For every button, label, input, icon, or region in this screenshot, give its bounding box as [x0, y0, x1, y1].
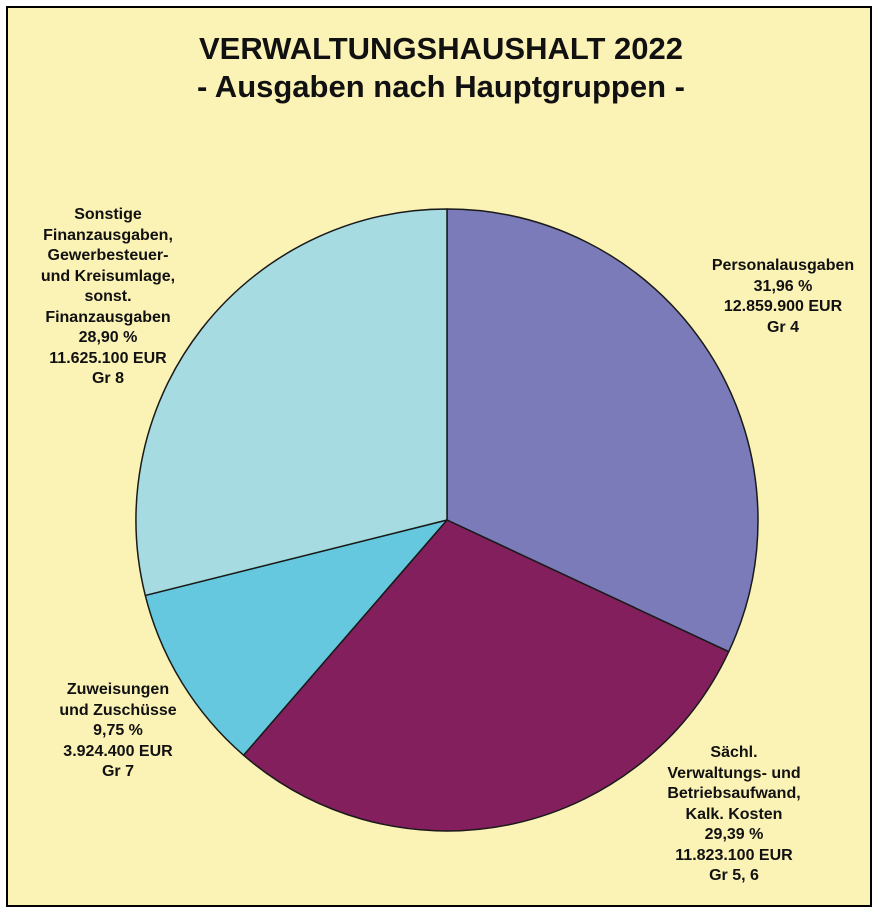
slice-group: Gr 4 [766, 318, 799, 336]
pie-chart [135, 208, 759, 832]
slice-label-line: Personalausgaben [711, 257, 855, 274]
slice-label-sonstige-finanzausgaben: Sonstige Finanzausgaben, Gewerbesteuer- … [20, 205, 196, 390]
slice-label-line: Sonstige [74, 206, 142, 223]
chart-title-block: VERWALTUNGSHAUSHALT 2022 - Ausgaben nach… [8, 30, 874, 106]
slice-label-line: Verwaltungs- und [667, 764, 801, 782]
slice-label-line: Zuweisungen [66, 681, 170, 698]
slice-percent: 28,90 % [78, 329, 138, 346]
pie-slice-saechl-verwaltungsaufwand [242, 519, 730, 832]
pie-slice-personalausgaben [446, 208, 759, 653]
slice-amount: 12.859.900 EUR [723, 298, 843, 315]
slice-label-line: Kalk. Kosten [685, 805, 783, 823]
slice-amount: 11.823.100 EUR [675, 846, 793, 864]
slice-label-line: sonst. [84, 288, 132, 305]
slice-amount: 11.625.100 EUR [49, 349, 167, 367]
pie-slice-sonstige-finanzausgaben [135, 208, 448, 597]
slice-label-line: Gewerbesteuer- [47, 247, 169, 264]
slice-percent: 29,39 % [704, 826, 764, 843]
slice-label-saechl-verwaltungsaufwand: Sächl. Verwaltungs- und Betriebsaufwand,… [634, 743, 834, 887]
chart-title: VERWALTUNGSHAUSHALT 2022 [198, 31, 683, 66]
slice-percent: 9,75 % [93, 722, 143, 739]
slice-label-personalausgaben: Personalausgaben 31,96 % 12.859.900 EUR … [698, 256, 868, 338]
slice-label-line: Betriebsaufwand, [667, 785, 801, 802]
slice-label-line: und Zuschüsse [59, 701, 177, 719]
slice-group: Gr 7 [101, 763, 134, 780]
slice-label-line: Finanzausgaben, [43, 226, 173, 244]
chart-subtitle: - Ausgaben nach Hauptgruppen - [197, 69, 685, 104]
slice-label-line: Sächl. [710, 744, 758, 761]
slice-label-line: Finanzausgaben [45, 308, 171, 326]
slice-percent: 31,96 % [753, 277, 813, 295]
slice-label-line: und Kreisumlage, [40, 267, 176, 285]
slice-group: Gr 8 [91, 370, 124, 387]
slice-label-zuweisungen: Zuweisungen und Zuschüsse 9,75 % 3.924.4… [38, 680, 198, 783]
slice-amount: 3.924.400 EUR [63, 742, 173, 760]
slice-group: Gr 5, 6 [709, 867, 759, 884]
pie-slice-zuweisungen [144, 519, 448, 756]
chart-frame: VERWALTUNGSHAUSHALT 2022 - Ausgaben nach… [6, 6, 872, 907]
